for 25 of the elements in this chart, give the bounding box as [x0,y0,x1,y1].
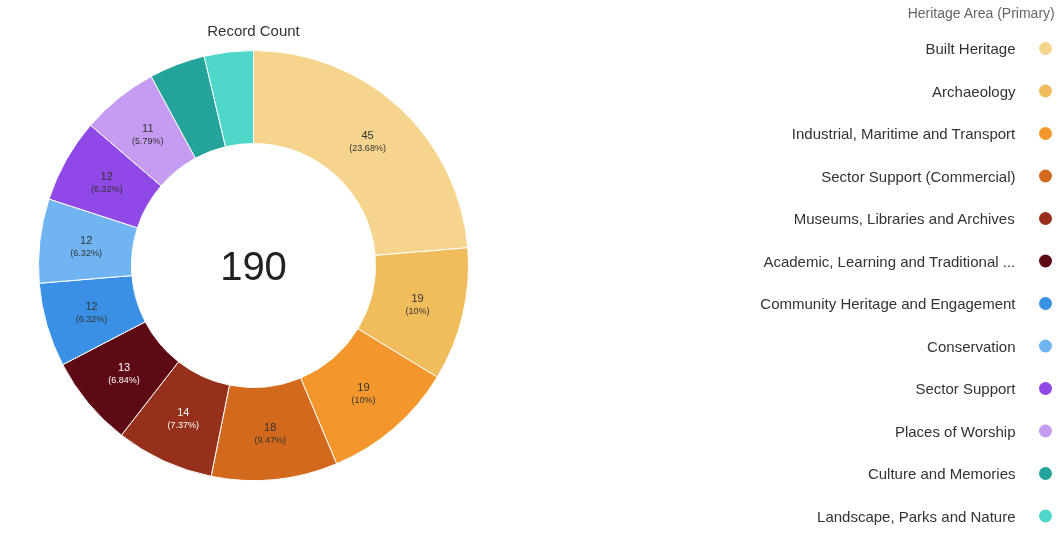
legend-label: Archaeology [932,82,1016,100]
legend-label: Community Heritage and Engagement [760,295,1017,312]
legend-label: Industrial, Maritime and Transport [791,125,1017,142]
data-label: 12 (6.32%) [90,170,123,195]
data-label: 12 (6.32%) [70,233,102,258]
text: 190 [220,243,287,288]
legend-label: Museums, Libraries and Archives [793,210,1015,227]
legend-title: Heritage Area (Primary) [907,4,1055,21]
data-label: 19 (10%) [351,380,376,405]
chart-title: Record Count [207,22,301,39]
data-label: 13 (6.84%) [108,360,140,385]
legend-label: Sector Support [915,380,1017,397]
data-label: 45 (23.68%) [349,129,386,154]
legend-label: Places of Worship [894,422,1016,440]
legend-label: Conservation [927,337,1016,355]
data-label: 19 (10%) [405,291,430,316]
data-label: 18 (9.47%) [254,420,286,445]
data-label: 12 (6.32%) [75,299,108,324]
legend-label: Landscape, Parks and Nature [817,507,1016,525]
legend-label: Culture and Memories [867,465,1016,482]
legend-label: Sector Support (Commercial) [821,167,1016,185]
legend-label: Built Heritage [925,40,1016,57]
legend-label: Academic, Learning and Traditional ... [763,252,1016,270]
data-label: 14 (7.37%) [167,406,200,431]
data-label: 11 (5.79%) [132,121,164,146]
